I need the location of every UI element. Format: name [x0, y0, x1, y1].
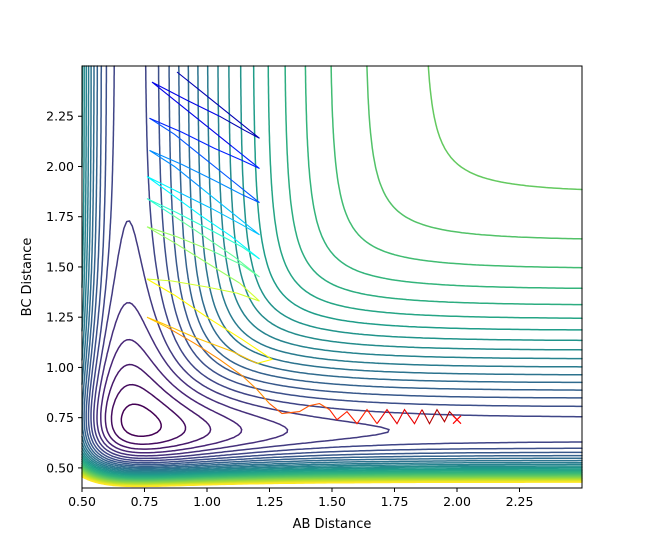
trajectory-segment [146, 278, 274, 364]
contour-level [81, 65, 583, 470]
x-tick-label: 0.75 [131, 494, 159, 509]
trajectory-segment [146, 278, 260, 302]
plot-frame [81, 65, 583, 489]
x-tick-label: 1.50 [318, 494, 346, 509]
start-marker [452, 415, 462, 425]
y-tick-label: 1.25 [46, 310, 74, 325]
contour-level [81, 65, 583, 480]
contour-level [81, 65, 583, 482]
trajectory-segment [171, 214, 260, 278]
trajectory-segment [146, 316, 258, 364]
contour-level [81, 65, 583, 479]
contour-level [110, 383, 187, 445]
contour-level [96, 301, 289, 457]
contour-level [81, 65, 583, 477]
x-tick-label: 2.25 [506, 494, 534, 509]
y-tick-label: 2.00 [46, 159, 74, 174]
contour-level [81, 65, 583, 472]
y-tick-label: 1.75 [46, 209, 74, 224]
y-tick-label: 0.75 [46, 410, 74, 425]
contour-level [104, 363, 212, 450]
start-marker-x [452, 415, 462, 425]
contour-level [83, 65, 583, 467]
y-axis-label: BC Distance [20, 238, 35, 317]
x-axis: 0.50 0.75 1.00 1.25 1.50 1.75 2.00 2.25 [68, 488, 533, 509]
contour-level [120, 403, 162, 437]
trajectory-segment [421, 408, 458, 425]
trajectory-segment [176, 71, 260, 139]
trajectory-segment [146, 198, 260, 260]
trajectory-segment [329, 408, 378, 425]
contour-level [81, 65, 583, 478]
trajectory-segment [179, 188, 260, 236]
y-axis: 0.50 0.75 1.00 1.25 1.50 1.75 2.00 2.25 [46, 109, 82, 475]
trajectory-segment [146, 176, 260, 260]
contour-level [81, 65, 583, 480]
contour-level [100, 338, 243, 454]
y-tick-label: 1.50 [46, 259, 74, 274]
contour-level [90, 65, 583, 462]
x-tick-label: 1.00 [193, 494, 221, 509]
trajectory-segment [151, 81, 233, 147]
x-axis-label: AB Distance [293, 517, 372, 532]
trajectory-segment [166, 326, 270, 404]
trajectory-segment [269, 403, 330, 415]
y-tick-label: 0.50 [46, 460, 74, 475]
trajectory-segment [376, 408, 423, 425]
trajectory-segment [149, 149, 243, 196]
y-tick-label: 1.00 [46, 360, 74, 375]
trajectory-segment [146, 226, 240, 284]
contour-level [81, 468, 583, 483]
contour-level [81, 470, 583, 484]
trajectory-segment [149, 117, 260, 204]
contour-level [81, 65, 583, 481]
contour-level [81, 475, 583, 488]
contour-lines [81, 65, 583, 488]
x-tick-label: 2.00 [443, 494, 471, 509]
x-tick-label: 1.25 [256, 494, 284, 509]
trajectory-path [146, 71, 458, 425]
contour-level [85, 65, 583, 466]
x-tick-label: 0.50 [68, 494, 96, 509]
x-tick-label: 1.75 [381, 494, 409, 509]
contour-level [93, 220, 390, 460]
trajectory-segment [149, 117, 260, 169]
y-tick-label: 2.25 [46, 109, 74, 124]
